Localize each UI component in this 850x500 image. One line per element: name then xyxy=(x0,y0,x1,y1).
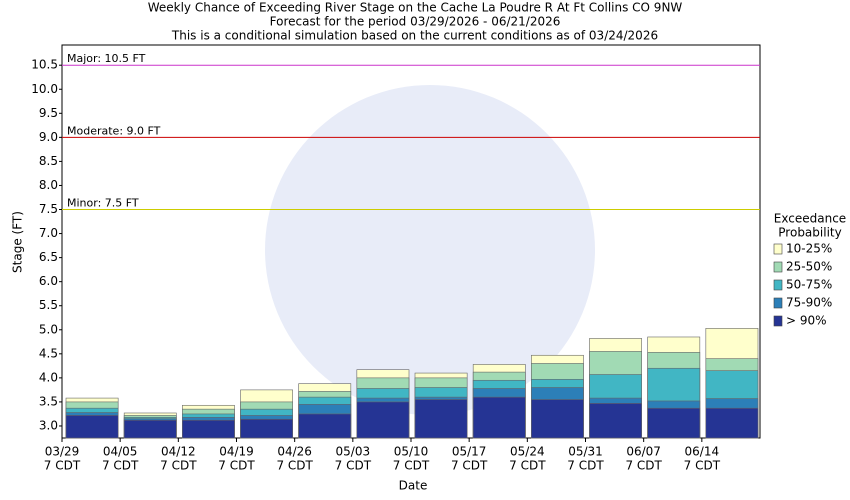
bar xyxy=(472,396,526,439)
x-tick-label: 05/31 xyxy=(568,445,603,459)
y-tick-label: 3.0 xyxy=(39,418,58,432)
legend-label: 25-50% xyxy=(786,260,832,274)
y-tick-label: 9.0 xyxy=(39,130,58,144)
bar xyxy=(647,407,701,439)
x-tick-sublabel: 7 CDT xyxy=(393,459,430,473)
bar xyxy=(531,399,584,439)
x-tick-label: 05/03 xyxy=(336,445,371,459)
chart-title: Weekly Chance of Exceeding River Stage o… xyxy=(148,1,683,15)
x-tick-label: 05/24 xyxy=(510,445,545,459)
bar xyxy=(298,413,352,439)
y-axis-label: Stage (FT) xyxy=(11,211,25,273)
x-tick-label: 06/07 xyxy=(626,445,661,459)
y-tick-label: 7.5 xyxy=(39,202,58,216)
x-tick-label: 04/12 xyxy=(161,445,196,459)
y-tick-label: 5.5 xyxy=(39,298,58,312)
x-tick-label: 05/10 xyxy=(394,445,429,459)
bar xyxy=(589,403,642,439)
y-tick-label: 5.0 xyxy=(39,322,58,336)
legend-swatch xyxy=(773,243,783,255)
y-tick-label: 9.5 xyxy=(39,106,58,120)
bar xyxy=(65,415,119,439)
bar xyxy=(123,419,177,439)
chart-subtitle: Forecast for the period 03/29/2026 - 06/… xyxy=(270,15,561,29)
x-tick-sublabel: 7 CDT xyxy=(102,459,139,473)
y-tick-label: 4.0 xyxy=(39,370,58,384)
legend-swatch xyxy=(773,279,783,291)
x-tick-sublabel: 7 CDT xyxy=(335,459,372,473)
threshold-label: Minor: 7.5 FT xyxy=(67,197,139,210)
x-tick-label: 03/29 xyxy=(45,445,80,459)
bar xyxy=(182,419,235,439)
y-tick-label: 10.5 xyxy=(31,58,58,72)
x-tick-sublabel: 7 CDT xyxy=(44,459,81,473)
y-tick-label: 3.5 xyxy=(39,394,58,408)
chart-subtitle: This is a conditional simulation based o… xyxy=(171,29,658,43)
x-tick-label: 04/26 xyxy=(277,445,312,459)
bar xyxy=(705,407,759,439)
legend-swatch xyxy=(773,315,783,327)
y-tick-label: 4.5 xyxy=(39,346,58,360)
legend-swatch xyxy=(773,261,783,273)
x-tick-sublabel: 7 CDT xyxy=(451,459,488,473)
legend-title: Exceedance xyxy=(774,212,846,226)
legend-title: Probability xyxy=(778,226,841,240)
x-axis-label: Date xyxy=(399,479,428,493)
y-tick-label: 6.0 xyxy=(39,274,58,288)
bar xyxy=(240,418,293,439)
x-tick-label: 04/19 xyxy=(219,445,254,459)
legend-label: 75-90% xyxy=(786,296,832,310)
y-tick-label: 10.0 xyxy=(31,82,58,96)
legend-label: > 90% xyxy=(786,314,827,328)
watermark xyxy=(265,85,595,415)
bar xyxy=(356,401,410,439)
y-tick-label: 7.0 xyxy=(39,226,58,240)
legend-swatch xyxy=(773,297,783,309)
x-tick-sublabel: 7 CDT xyxy=(567,459,604,473)
y-tick-label: 8.5 xyxy=(39,154,58,168)
legend-label: 10-25% xyxy=(786,242,832,256)
x-tick-label: 06/14 xyxy=(685,445,720,459)
threshold-label: Major: 10.5 FT xyxy=(67,52,146,65)
x-tick-label: 04/05 xyxy=(103,445,138,459)
x-tick-sublabel: 7 CDT xyxy=(218,459,255,473)
y-tick-label: 6.5 xyxy=(39,250,58,264)
x-tick-label: 05/17 xyxy=(452,445,487,459)
x-tick-sublabel: 7 CDT xyxy=(276,459,313,473)
y-tick-label: 8.0 xyxy=(39,178,58,192)
legend-label: 50-75% xyxy=(786,278,832,292)
x-tick-sublabel: 7 CDT xyxy=(625,459,662,473)
x-tick-sublabel: 7 CDT xyxy=(509,459,546,473)
x-tick-sublabel: 7 CDT xyxy=(160,459,197,473)
threshold-label: Moderate: 9.0 FT xyxy=(67,124,161,137)
bar xyxy=(414,399,468,439)
x-tick-sublabel: 7 CDT xyxy=(684,459,721,473)
